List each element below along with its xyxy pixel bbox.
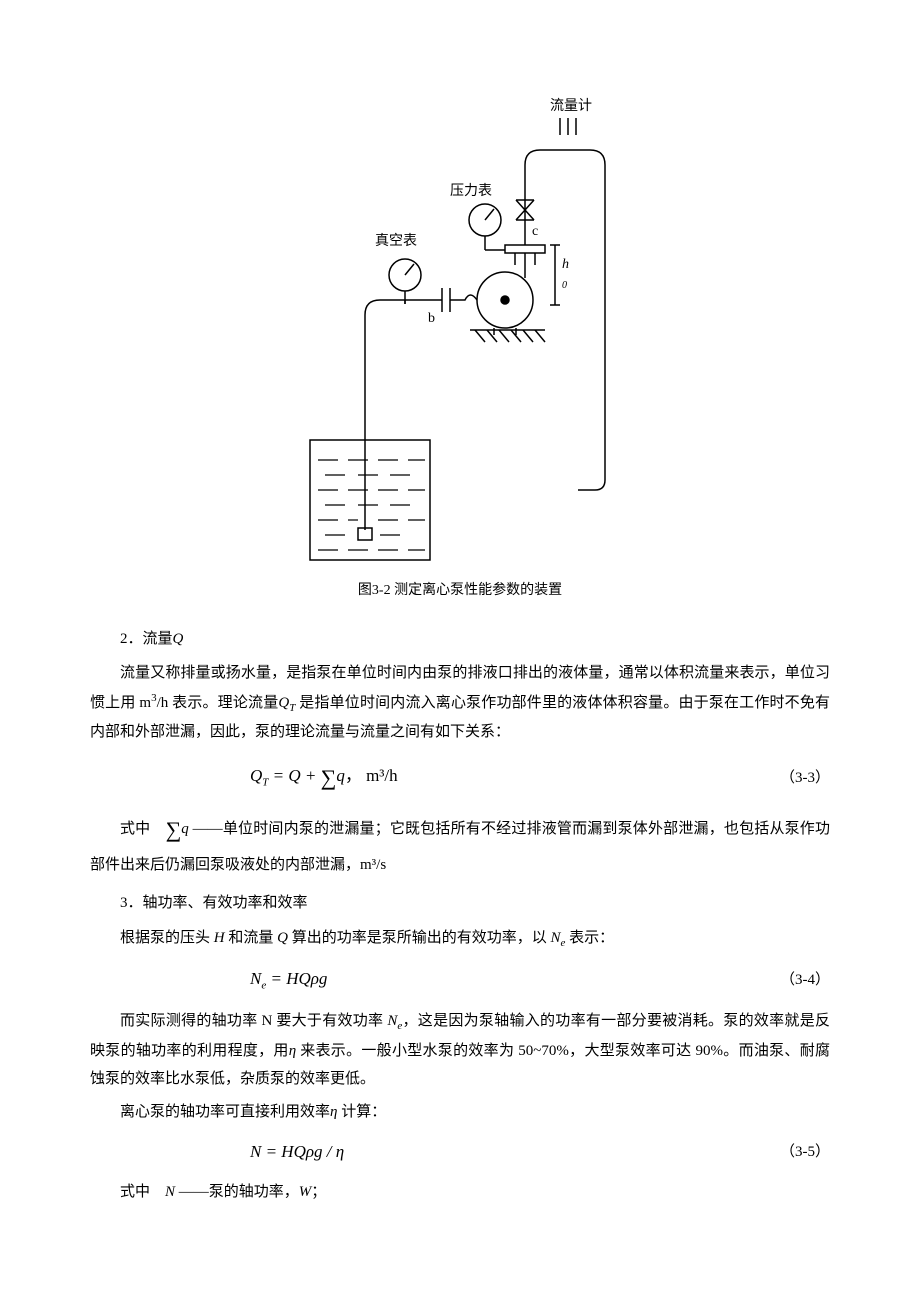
- eq-3-3-where: 式中 ∑q ——单位时间内泵的泄漏量；它既包括所有不经过排液管而漏到泵体外部泄漏…: [90, 809, 830, 879]
- label-h0: h: [562, 257, 569, 272]
- section-3-para-1: 而实际测得的轴功率 N 要大于有效功率 Ne，这是因为泵轴输入的功率有一部分要被…: [90, 1007, 830, 1094]
- section-2-para-1: 流量又称排量或扬水量，是指泵在单位时间内由泵的排液口排出的液体量，通常以体积流量…: [90, 659, 830, 747]
- section-3-para-2: 离心泵的轴功率可直接利用效率η 计算：: [90, 1098, 830, 1127]
- section-3-head: 3．轴功率、有效功率和效率: [90, 889, 830, 918]
- label-pressure-gauge: 压力表: [450, 183, 492, 199]
- label-vacuum-gauge: 真空表: [375, 233, 417, 249]
- equation-3-3: QT = Q + ∑q， m³/h （3-3）: [90, 757, 830, 799]
- figure-caption: 图3-2 测定离心泵性能参数的装置: [90, 578, 830, 605]
- svg-text:0: 0: [562, 280, 567, 291]
- equation-3-5: N = HQρg / η （3-5）: [90, 1136, 830, 1168]
- section-2-head: 2．流量Q: [90, 625, 830, 654]
- figure-3-2: 流量计 压力表 c h 0: [90, 90, 830, 605]
- label-c: c: [532, 224, 538, 239]
- tank: [310, 440, 430, 560]
- label-flowmeter: 流量计: [550, 98, 592, 114]
- section-3-para-0: 根据泵的压头 H 和流量 Q 算出的功率是泵所输出的有效功率，以 Ne 表示：: [90, 924, 830, 954]
- equation-3-4: Ne = HQρg （3-4）: [90, 963, 830, 996]
- pump-diagram-svg: 流量计 压力表 c h 0: [280, 90, 640, 570]
- eq-3-5-where: 式中 N ——泵的轴功率，W；: [90, 1178, 830, 1207]
- label-b: b: [428, 311, 435, 326]
